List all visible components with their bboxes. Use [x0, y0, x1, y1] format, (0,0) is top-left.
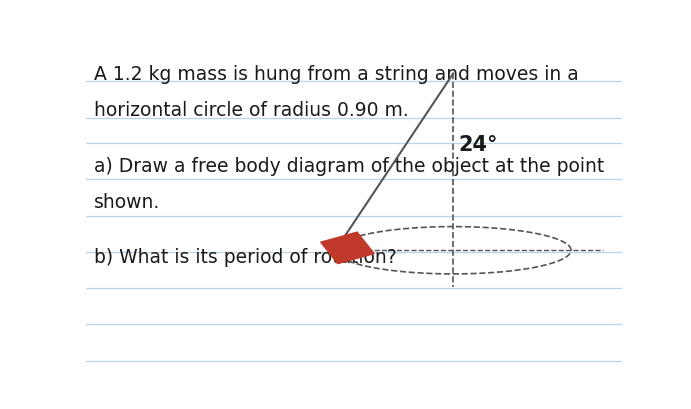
Text: a) Draw a free body diagram of the object at the point: a) Draw a free body diagram of the objec… — [95, 156, 605, 175]
Text: horizontal circle of radius 0.90 m.: horizontal circle of radius 0.90 m. — [95, 101, 409, 120]
Polygon shape — [321, 233, 374, 264]
Text: b) What is its period of rotation?: b) What is its period of rotation? — [95, 247, 397, 266]
Text: A 1.2 kg mass is hung from a string and moves in a: A 1.2 kg mass is hung from a string and … — [95, 65, 579, 84]
Text: shown.: shown. — [95, 192, 161, 211]
Text: 24°: 24° — [459, 135, 498, 155]
